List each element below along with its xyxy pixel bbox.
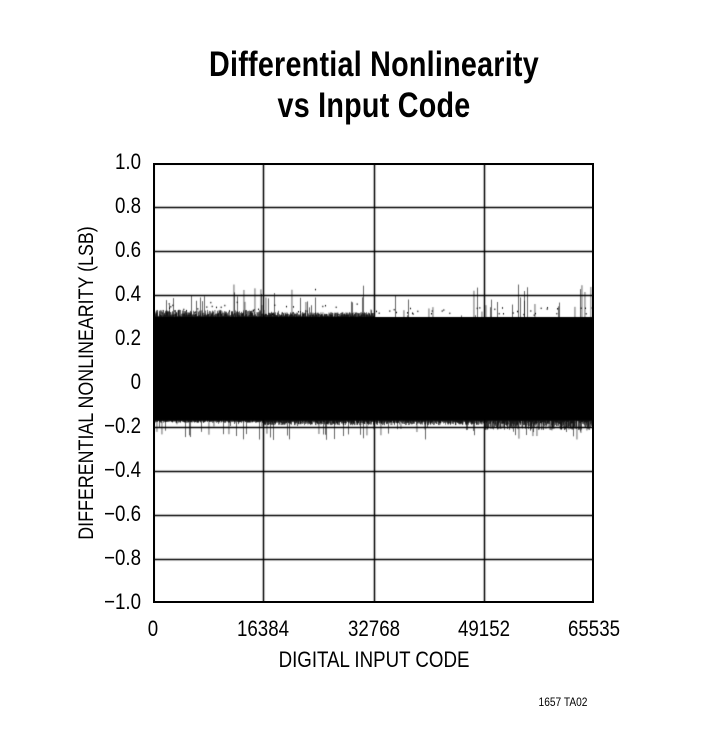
y-tick-label: 0.8 [114, 193, 141, 218]
y-tick-label: −1.0 [104, 589, 141, 614]
y-tick-label: 0.2 [114, 325, 141, 350]
x-tick-label: 49152 [457, 616, 510, 641]
chart-title-line-1: Differential Nonlinearity [209, 45, 539, 84]
x-axis-label: DIGITAL INPUT CODE [278, 647, 470, 672]
y-tick-label: 0 [130, 369, 141, 394]
y-tick-label: 1.0 [114, 149, 141, 174]
plot-area [153, 163, 594, 603]
x-tick-label: 32768 [347, 616, 400, 641]
y-tick-label: −0.4 [104, 457, 141, 482]
dnl-data-band [153, 163, 594, 603]
x-tick-label: 16384 [237, 616, 290, 641]
chart-title-line-2: vs Input Code [277, 86, 471, 125]
chart-title: Differential Nonlinearity vs Input Code [67, 44, 680, 126]
y-tick-label: −0.2 [104, 413, 141, 438]
y-axis-label: DIFFERENTIAL NONLINEARITY (LSB) [75, 226, 98, 540]
y-tick-label: 0.6 [114, 237, 141, 262]
y-tick-label: 0.4 [114, 281, 141, 306]
y-tick-label: −0.8 [104, 545, 141, 570]
x-tick-label: 0 [147, 616, 159, 641]
y-tick-label: −0.6 [104, 501, 141, 526]
figure-code: 1657 TA02 [538, 695, 588, 709]
x-tick-label: 65535 [567, 616, 621, 641]
